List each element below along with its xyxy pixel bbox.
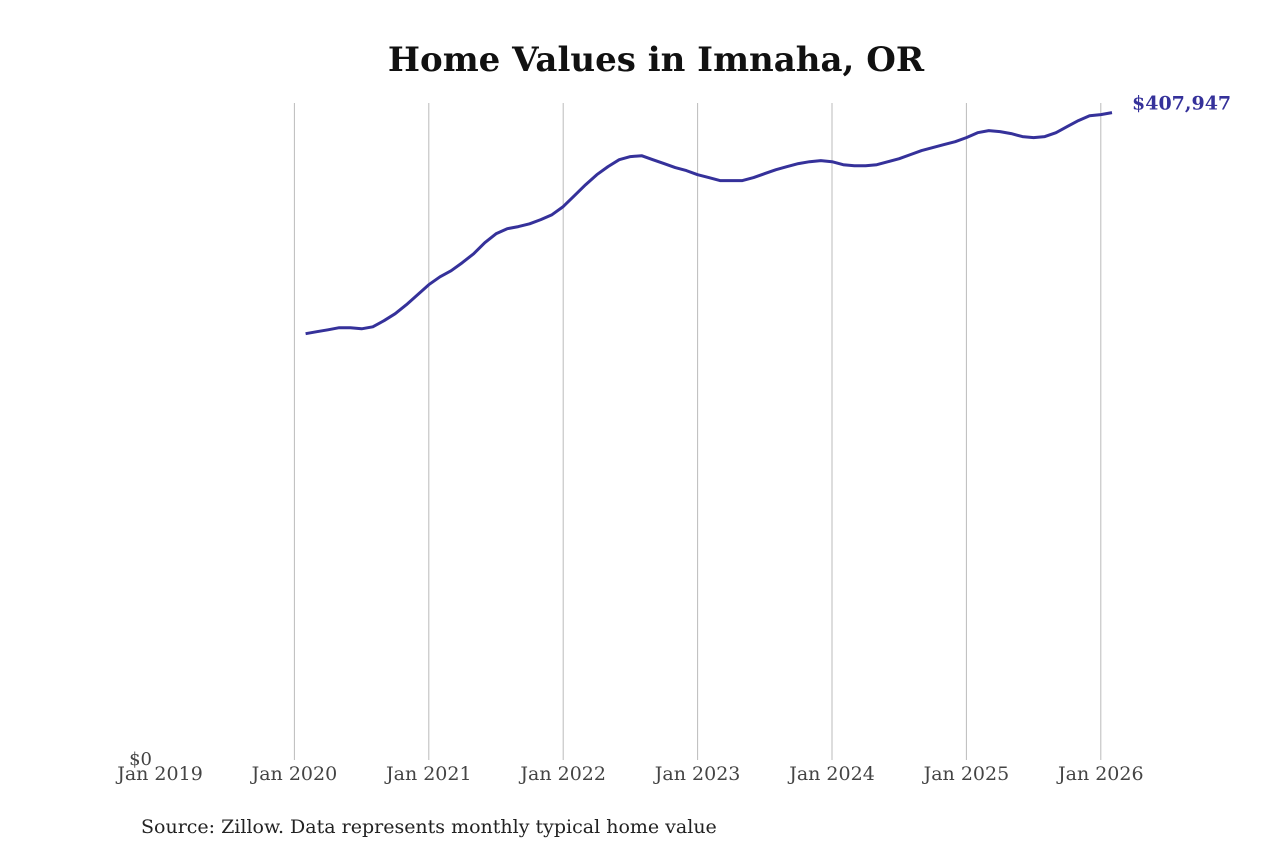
x-tick-label: Jan 2022 <box>518 763 606 785</box>
y-tick-label: $0 <box>129 749 152 770</box>
x-tick-label: Jan 2021 <box>384 763 472 785</box>
chart-title: Home Values in Imnaha, OR <box>388 40 925 80</box>
x-tick-label: Jan 2020 <box>250 763 338 785</box>
data-line <box>305 111 1113 336</box>
source-note: Source: Zillow. Data represents monthly … <box>141 816 717 838</box>
x-tick-label: Jan 2025 <box>922 763 1010 785</box>
value-label: $407,947 <box>1132 93 1231 115</box>
x-tick-label: Jan 2023 <box>653 763 741 785</box>
x-tick-label: Jan 2026 <box>1056 763 1144 785</box>
x-tick-label: Jan 2024 <box>787 763 875 785</box>
x-tick-label: Jan 2019 <box>115 763 203 785</box>
